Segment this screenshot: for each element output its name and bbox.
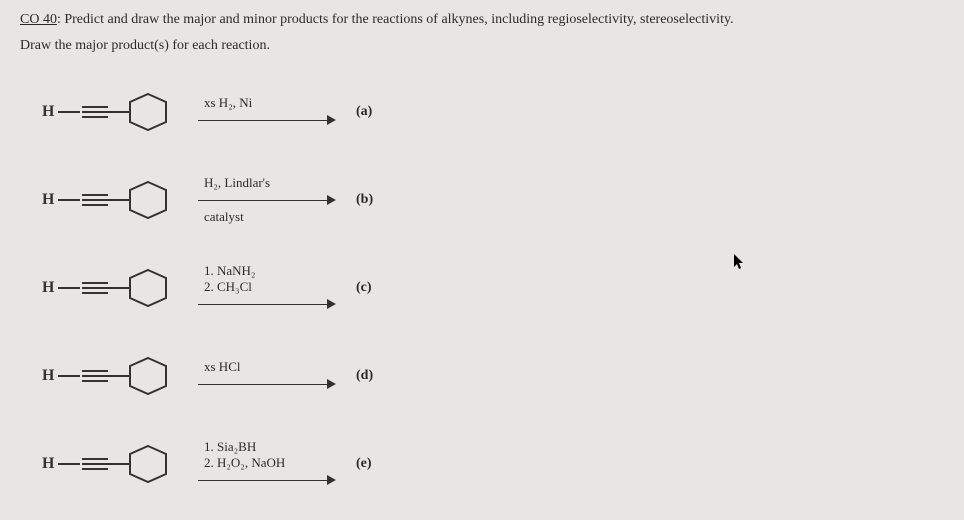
svg-text:H: H (42, 103, 55, 120)
svg-text:H: H (42, 279, 55, 296)
reaction-label: (b) (356, 192, 396, 208)
reagent-top: H₂, Lindlar's (198, 175, 338, 191)
reactions-list: H xs H₂, Ni (a) H (38, 72, 944, 504)
question-header: CO 40: Predict and draw the major and mi… (20, 12, 944, 28)
reaction-arrow-icon (198, 193, 338, 207)
reaction-label: (c) (356, 280, 396, 296)
arrow-block: xs HCl (198, 359, 338, 393)
question-subtext: Draw the major product(s) for each react… (20, 38, 944, 54)
co-text: : Predict and draw the major and minor p… (57, 12, 734, 27)
co-label: CO 40 (20, 12, 57, 27)
reaction-label: (a) (356, 104, 396, 120)
reaction-row: H 1. NaNH₂ 2. CH₃Cl (c) (38, 248, 944, 328)
reaction-row: H H₂, Lindlar's catalyst (b) (38, 160, 944, 240)
reaction-label: (e) (356, 456, 396, 472)
arrow-block: xs H₂, Ni (198, 95, 338, 129)
svg-text:H: H (42, 191, 55, 208)
alkyne-structure: H (38, 434, 198, 494)
reaction-label: (d) (356, 368, 396, 384)
reaction-arrow-icon (198, 377, 338, 391)
alkyne-structure: H (38, 258, 198, 318)
alkyne-structure: H (38, 82, 198, 142)
reagent-top: xs H₂, Ni (198, 95, 338, 111)
svg-text:H: H (42, 455, 55, 472)
reagent-top: xs HCl (198, 359, 338, 375)
cursor-icon (734, 254, 746, 275)
reaction-arrow-icon (198, 473, 338, 487)
reagent-bottom: catalyst (198, 209, 338, 225)
svg-text:H: H (42, 367, 55, 384)
arrow-block: 1. NaNH₂ 2. CH₃Cl (198, 263, 338, 312)
reaction-row: H xs HCl (d) (38, 336, 944, 416)
reaction-row: H 1. Sia₂BH 2. H₂O₂, NaOH (e) (38, 424, 944, 504)
reagent-top: 1. Sia₂BH 2. H₂O₂, NaOH (198, 439, 338, 470)
alkyne-structure: H (38, 346, 198, 406)
reaction-arrow-icon (198, 113, 338, 127)
reaction-row: H xs H₂, Ni (a) (38, 72, 944, 152)
arrow-block: 1. Sia₂BH 2. H₂O₂, NaOH (198, 439, 338, 488)
arrow-block: H₂, Lindlar's catalyst (198, 175, 338, 224)
alkyne-structure: H (38, 170, 198, 230)
reaction-arrow-icon (198, 297, 338, 311)
reagent-top: 1. NaNH₂ 2. CH₃Cl (198, 263, 338, 294)
